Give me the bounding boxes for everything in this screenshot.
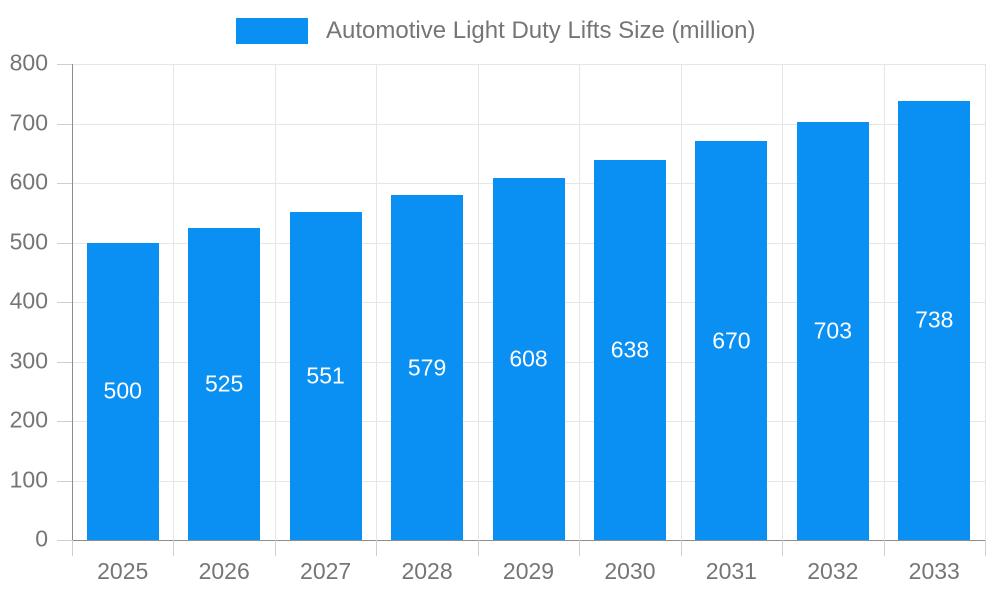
x-tick <box>173 540 175 556</box>
bar-value-label: 525 <box>204 370 244 397</box>
y-tick <box>57 123 72 125</box>
x-tick-label: 2033 <box>908 558 960 584</box>
x-tick-label: 2031 <box>705 558 757 584</box>
gridline-v <box>782 64 784 540</box>
legend-swatch <box>236 18 308 44</box>
y-tick-label: 0 <box>35 525 48 552</box>
y-tick <box>57 540 72 541</box>
gridline-v <box>985 64 986 540</box>
bar-value-label: 703 <box>813 317 853 344</box>
x-tick <box>477 540 479 556</box>
x-tick-label: 2027 <box>300 558 352 584</box>
x-tick <box>72 540 73 556</box>
x-tick-label: 2028 <box>401 558 453 584</box>
gridline-v <box>376 64 378 540</box>
x-tick <box>579 540 581 556</box>
bar <box>796 121 869 540</box>
y-tick-label: 600 <box>9 168 48 195</box>
y-tick <box>57 421 72 422</box>
y-tick-label: 400 <box>9 287 48 314</box>
bar <box>492 178 565 540</box>
bar <box>898 100 971 540</box>
y-tick-label: 500 <box>9 227 48 254</box>
bar-value-label: 500 <box>103 377 142 404</box>
gridline-v <box>72 64 73 540</box>
x-tick <box>985 540 986 556</box>
x-tick <box>376 540 378 556</box>
gridline-v <box>579 64 581 540</box>
y-tick <box>57 183 72 184</box>
x-tick <box>274 540 276 556</box>
bar <box>289 212 362 540</box>
gridline-v <box>883 64 885 540</box>
y-tick <box>57 480 72 482</box>
y-tick-label: 100 <box>9 465 48 492</box>
gridline-h <box>72 123 985 125</box>
legend: Automotive Light Duty Lifts Size (millio… <box>236 17 756 45</box>
gridline-v <box>274 64 276 540</box>
x-tick-label: 2026 <box>198 558 250 584</box>
gridline-h <box>72 540 985 541</box>
x-tick-label: 2025 <box>97 558 149 584</box>
plot-area: 0 100 200 300 400 500 600 700 800 500 2025 525 2026 5… <box>10 49 986 584</box>
bar <box>188 227 261 540</box>
y-tick-label: 700 <box>9 108 48 135</box>
x-tick-label: 2030 <box>604 558 656 584</box>
y-tick-label: 200 <box>9 406 48 433</box>
bar <box>391 195 464 540</box>
y-tick-label: 800 <box>9 49 48 76</box>
legend-label: Automotive Light Duty Lifts Size (millio… <box>326 17 756 44</box>
gridline-v <box>173 64 175 540</box>
gridline-v <box>680 64 682 540</box>
gridline-v <box>477 64 479 540</box>
x-tick <box>782 540 784 556</box>
y-tick-label: 300 <box>9 346 48 373</box>
y-tick <box>57 242 72 244</box>
bar-value-label: 670 <box>712 327 751 354</box>
bar <box>695 141 768 540</box>
x-tick <box>680 540 682 556</box>
y-tick <box>57 64 72 65</box>
x-tick <box>883 540 885 556</box>
gridline-h <box>72 64 985 65</box>
x-tick-label: 2029 <box>502 558 555 584</box>
bar-value-label: 638 <box>610 336 650 363</box>
bar-value-label: 551 <box>306 362 345 389</box>
x-tick-label: 2032 <box>807 558 859 584</box>
bar <box>593 160 666 540</box>
bar-value-label: 608 <box>509 345 548 372</box>
bar <box>86 242 159 540</box>
bar-value-label: 579 <box>407 354 447 381</box>
bar-value-label: 738 <box>915 306 954 333</box>
y-tick <box>57 361 72 363</box>
y-tick <box>57 302 72 303</box>
